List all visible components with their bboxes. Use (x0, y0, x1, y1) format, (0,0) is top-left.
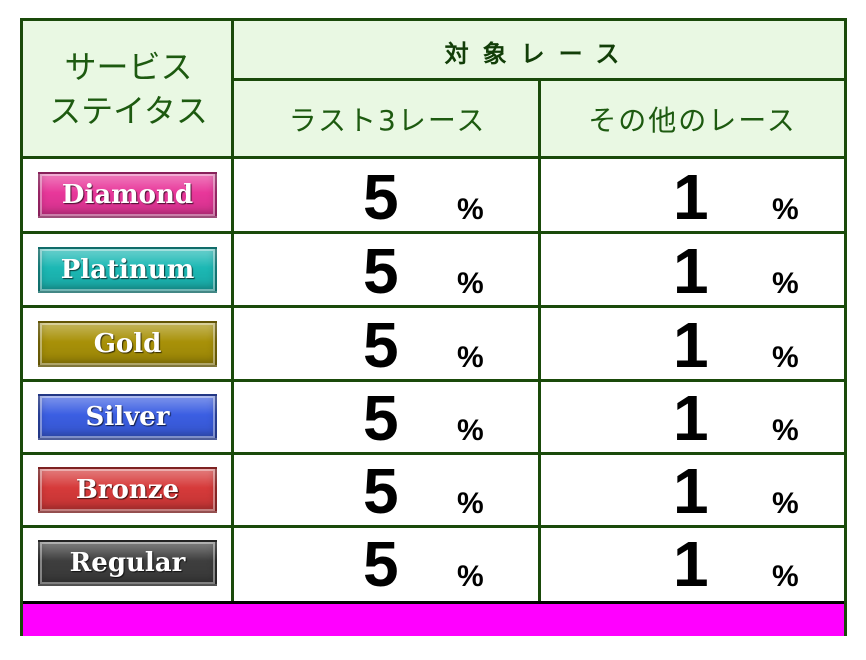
last3-unit: % (457, 414, 484, 447)
other-races-header: その他のレース (541, 81, 844, 157)
other-unit: % (772, 341, 799, 374)
last3-rate: 5 (363, 161, 399, 233)
other-unit: % (772, 414, 799, 447)
last3-unit: % (457, 560, 484, 593)
divider (23, 156, 844, 159)
status-badge-diamond: Diamond (38, 172, 217, 218)
footer-bar (23, 601, 844, 636)
status-badge-gold: Gold (38, 320, 217, 367)
divider (23, 379, 844, 382)
status-header-line1: サービス (64, 48, 193, 86)
last3-rate: 5 (363, 382, 399, 454)
other-unit: % (772, 267, 799, 300)
divider (23, 231, 844, 234)
last3-header: ラスト3レース (234, 81, 541, 157)
other-unit: % (772, 487, 799, 520)
other-rate: 1 (673, 309, 709, 381)
other-unit: % (772, 560, 799, 593)
other-rate: 1 (673, 528, 709, 600)
divider (23, 452, 844, 455)
last3-unit: % (457, 341, 484, 374)
other-rate: 1 (673, 455, 709, 527)
other-rate: 1 (673, 161, 709, 233)
last3-rate: 5 (363, 528, 399, 600)
last3-rate: 5 (363, 309, 399, 381)
rate-table: サービス ステイタス 対象レース ラスト3レース その他のレース Diamond… (20, 18, 847, 636)
divider (234, 78, 844, 81)
last3-unit: % (457, 487, 484, 520)
divider (538, 79, 541, 601)
other-rate: 1 (673, 235, 709, 307)
last3-unit: % (457, 193, 484, 226)
last3-unit: % (457, 267, 484, 300)
divider (231, 21, 234, 601)
last3-rate: 5 (363, 235, 399, 307)
status-badge-silver: Silver (38, 394, 217, 440)
status-header: サービス ステイタス (23, 21, 234, 157)
divider (23, 305, 844, 308)
status-badge-bronze: Bronze (38, 467, 217, 513)
target-races-header: 対象レース (234, 21, 844, 81)
status-header-line2: ステイタス (49, 92, 208, 130)
divider (23, 525, 844, 528)
status-badge-platinum: Platinum (38, 246, 217, 293)
last3-rate: 5 (363, 455, 399, 527)
other-rate: 1 (673, 382, 709, 454)
status-badge-regular: Regular (38, 540, 217, 586)
other-unit: % (772, 193, 799, 226)
